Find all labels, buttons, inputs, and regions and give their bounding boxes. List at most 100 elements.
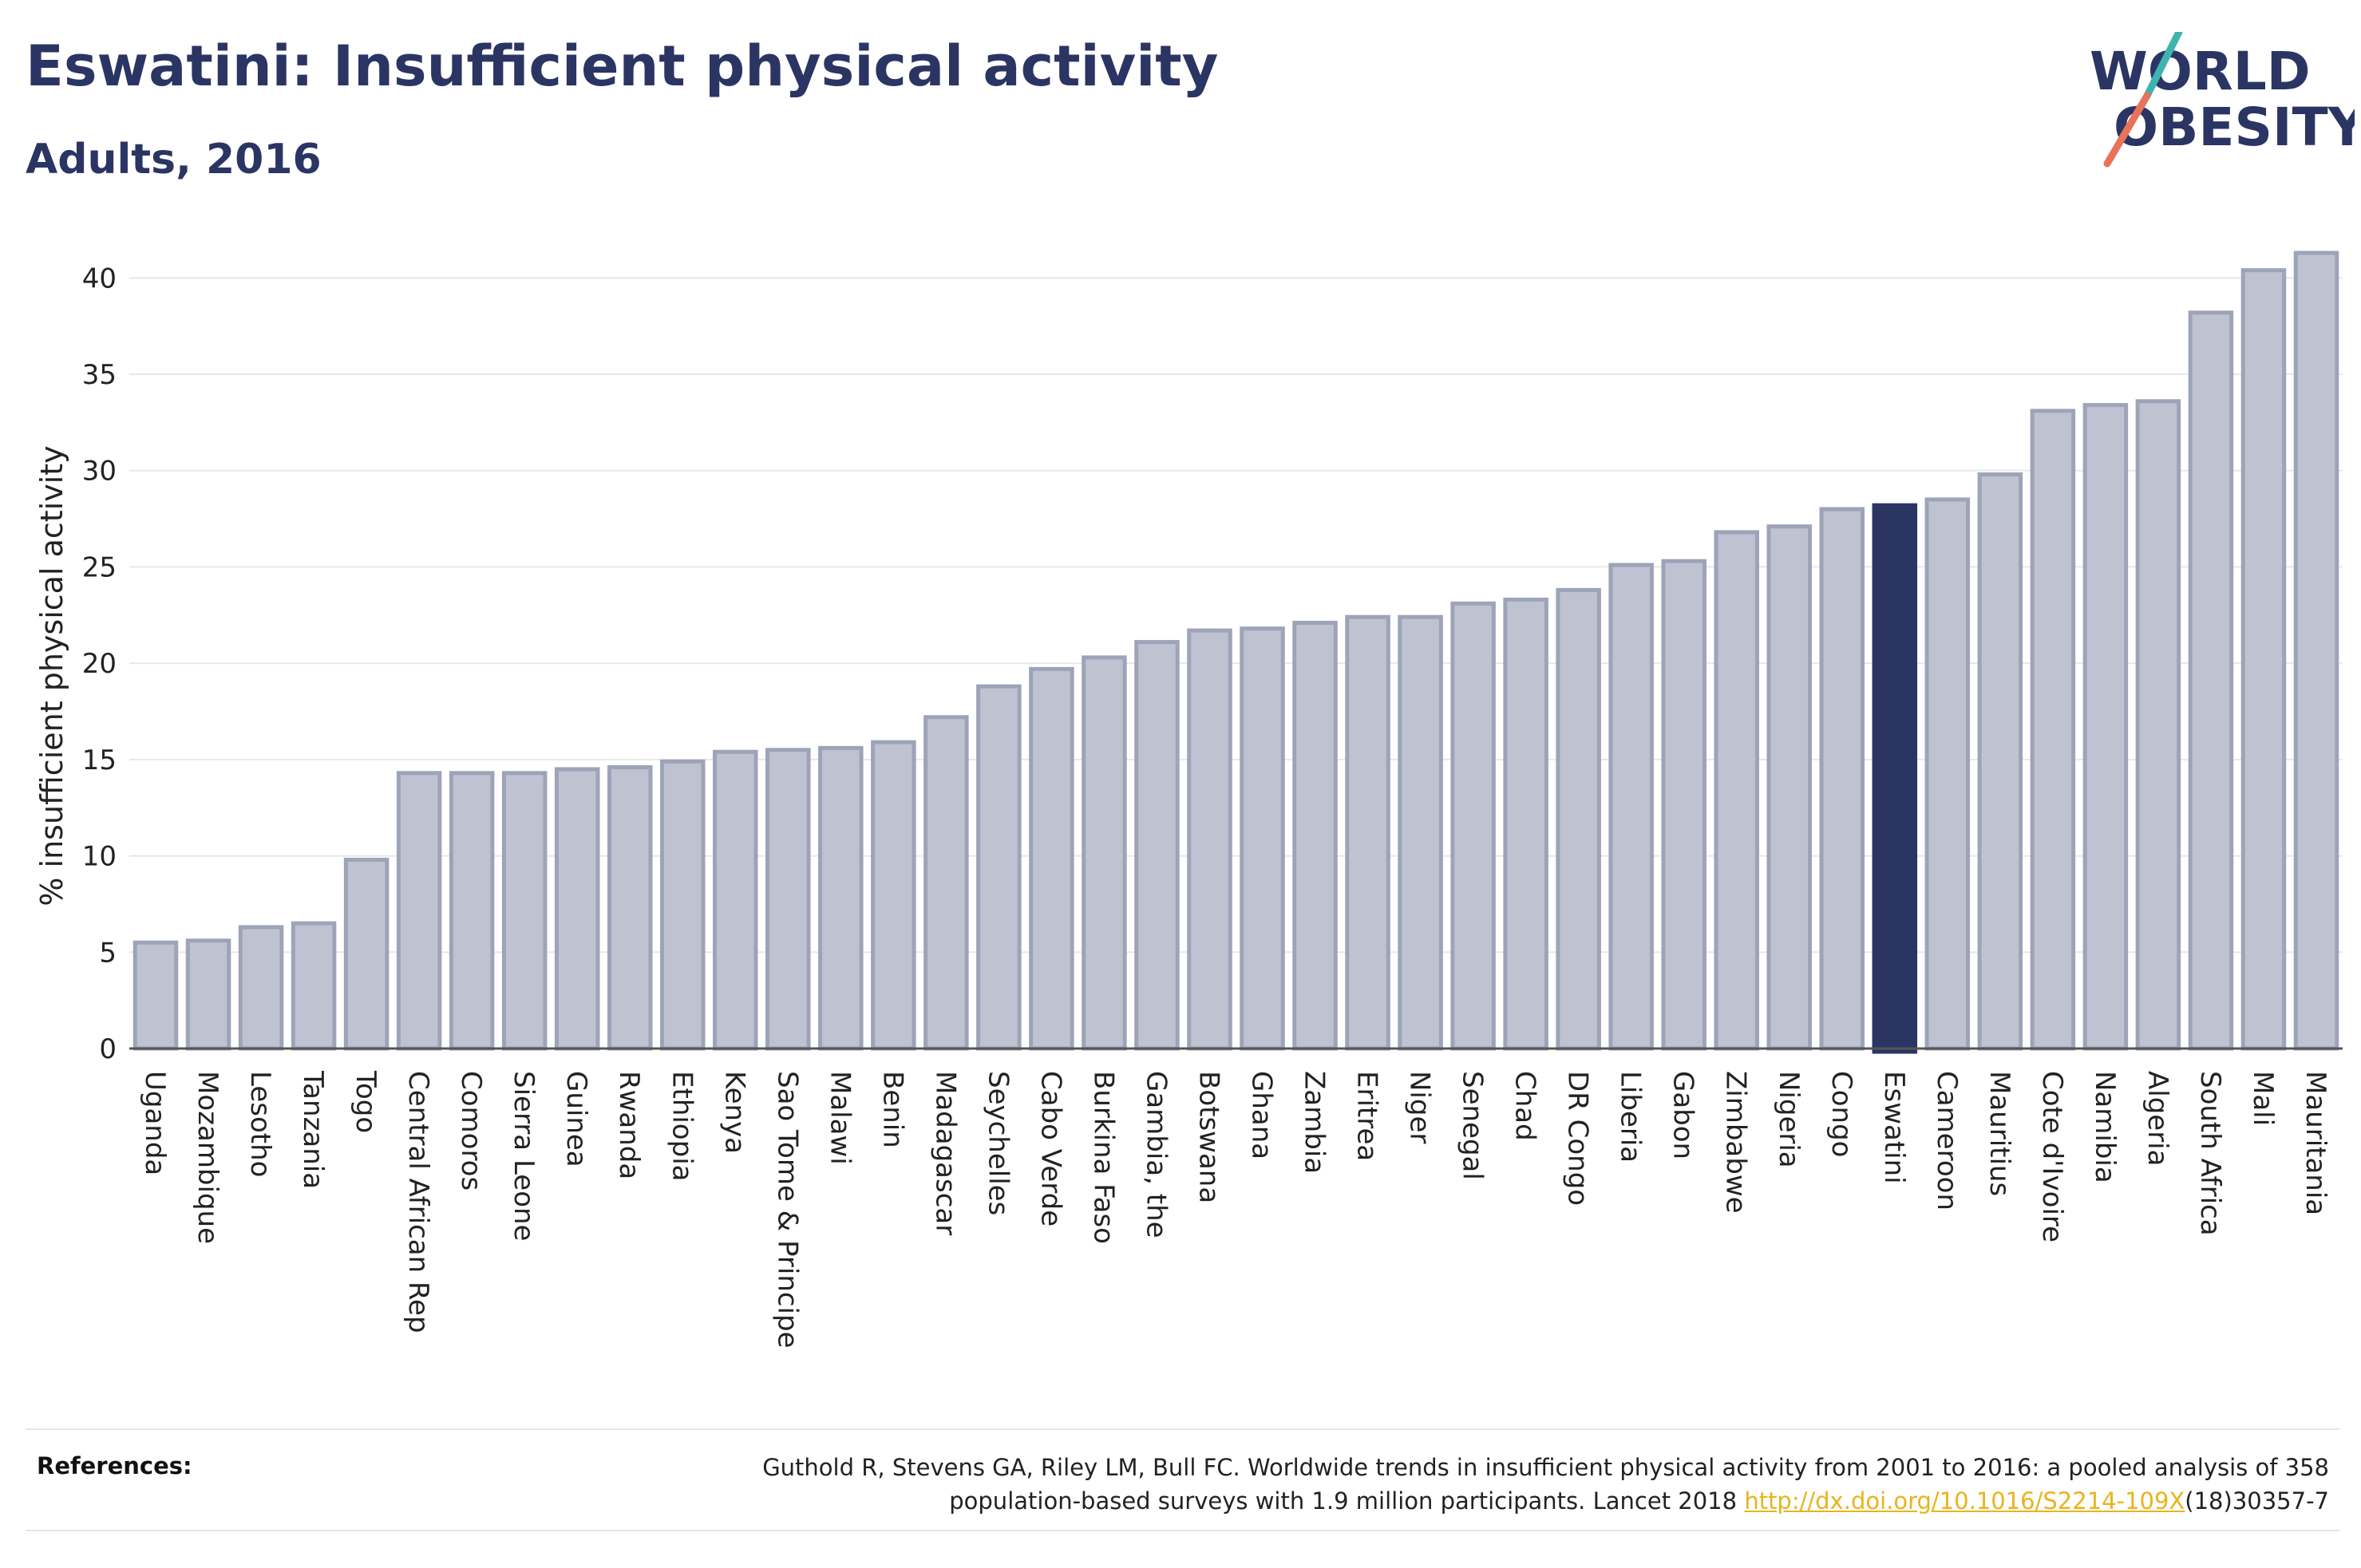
x-axis-labels: Uganda Mozambique Lesotho Tanzania Togo Centr… [139,1070,2331,1349]
x-tick-label: Cote d'Ivoire [2036,1071,2068,1242]
y-tick-label: 40 [82,263,117,294]
x-tick-label: Gabon [1667,1071,1699,1159]
x-tick-label: Lesotho [244,1071,276,1177]
bar-central-african-rep [396,771,442,1051]
bar-comoros [449,771,495,1051]
x-tick-label: Burkina Faso [1087,1071,1119,1244]
x-tick-label: Cabo Verde [1034,1071,1066,1226]
x-tick-label: Comoros [455,1071,487,1191]
x-tick-label: Guinea [560,1071,592,1167]
bar-togo [343,857,390,1051]
bar-liberia [1608,563,1654,1051]
bar-niger [1398,614,1443,1051]
grid-lines [129,277,2343,954]
x-tick-label: Eswatini [1878,1071,1910,1184]
chart-subtitle: Adults, 2016 [26,136,322,184]
x-tick-label: Cameroon [1931,1071,1963,1211]
references-label: References: [37,1452,192,1479]
y-axis-ticks: 0 5 10 15 20 25 30 35 40 [82,263,117,1065]
x-tick-label: Sierra Leone [508,1071,540,1241]
logo-slash-teal [2143,32,2183,100]
bar-eswatini [1872,503,1918,1054]
y-tick-label: 0 [99,1033,117,1065]
reference-line-2: population-based surveys with 1.9 millio… [949,1487,1745,1515]
x-tick-label: Ghana [1246,1071,1278,1159]
x-tick-label: Zimbabwe [1720,1071,1752,1214]
bar-gabon [1661,559,1706,1051]
bar-rwanda [607,765,653,1051]
bar-botswana [1187,628,1232,1051]
reference-line-1: Guthold R, Stevens GA, Riley LM, Bull FC… [762,1454,2329,1481]
bar-lesotho [238,925,284,1051]
chart-title: Eswatini: Insufficient physical activity [26,34,1219,99]
reference-doi-link[interactable]: http://dx.doi.org/10.1016/S2214-109X [1744,1487,2185,1515]
x-tick-label: Zambia [1299,1071,1331,1174]
x-tick-label: Central African Rep [402,1071,434,1333]
x-tick-label: Gambia, the [1140,1071,1172,1238]
bar-mali [2240,268,2287,1051]
bar-chart: 0 5 10 15 20 25 30 35 40 Uganda Mozambique Lesotho… [34,251,2343,1349]
bar-malawi [818,745,864,1051]
x-tick-label: Seychelles [982,1071,1014,1215]
y-tick-label: 30 [82,456,117,488]
x-tick-label: South Africa [2194,1071,2226,1236]
bar-algeria [2135,399,2181,1051]
bar-gambia-the [1134,640,1180,1051]
x-tick-label: Mozambique [192,1071,223,1244]
bar-sierra-leone [501,771,548,1051]
y-tick-label: 5 [99,937,117,969]
x-tick-label: Mauritania [2300,1071,2331,1215]
bar-nigeria [1766,524,1812,1051]
logo-slash-coral [2103,92,2151,168]
x-tick-label: Malawi [824,1071,856,1165]
x-tick-label: Madagascar [929,1071,961,1235]
x-tick-label: Chad [1509,1071,1541,1141]
bar-south-africa [2188,310,2234,1051]
x-tick-label: Togo [350,1070,382,1133]
x-tick-label: Senegal [1457,1071,1489,1180]
x-tick-label: Uganda [139,1071,171,1175]
logo-text-obesity: OBESITY [2114,97,2355,158]
x-tick-label: Eritrea [1351,1071,1383,1161]
y-tick-label: 20 [82,648,117,680]
bar-ethiopia [660,759,706,1051]
bar-guinea [554,767,600,1051]
bar-benin [871,740,916,1051]
logo-text-world: WORLD [2090,41,2311,102]
y-tick-label: 35 [82,359,117,391]
bar-cabo-verde [1029,666,1074,1051]
x-tick-label: Ethiopia [666,1071,698,1181]
bar-cameroon [1924,497,1971,1051]
bar-dr-congo [1556,587,1601,1051]
bar-ghana [1240,626,1285,1051]
bar-eritrea [1345,614,1390,1051]
x-tick-label: Mali [2247,1071,2279,1126]
x-tick-label: Nigeria [1773,1071,1805,1168]
references-footer: References: Guthold R, Stevens GA, Riley… [26,1428,2340,1531]
bars [132,251,2339,1054]
bar-uganda [132,940,179,1051]
x-tick-label: Benin [876,1071,908,1148]
x-tick-label: Niger [1404,1071,1436,1143]
bar-seychelles [976,684,1022,1051]
bar-mozambique [185,938,231,1051]
x-tick-label: Botswana [1192,1071,1224,1203]
bar-mauritius [1977,472,2023,1051]
x-tick-label: Namibia [2089,1071,2121,1183]
bar-sao-tome-principe [765,748,811,1051]
y-tick-label: 10 [82,841,117,873]
x-tick-label: Mauritius [1983,1071,2015,1196]
bar-mauritania [2293,251,2339,1051]
x-tick-label: Kenya [718,1071,750,1154]
x-tick-label: Congo [1825,1071,1857,1157]
bar-senegal [1450,601,1496,1051]
bar-tanzania [291,921,337,1051]
bar-zimbabwe [1714,530,1759,1051]
x-tick-label: Liberia [1615,1071,1647,1163]
x-tick-label: Tanzania [297,1070,329,1189]
bar-chad [1503,597,1548,1051]
reference-line-2-suffix: (18)30357-7 [2185,1487,2329,1515]
bar-kenya [713,749,758,1051]
bar-madagascar [923,715,969,1051]
y-tick-label: 15 [82,745,117,776]
